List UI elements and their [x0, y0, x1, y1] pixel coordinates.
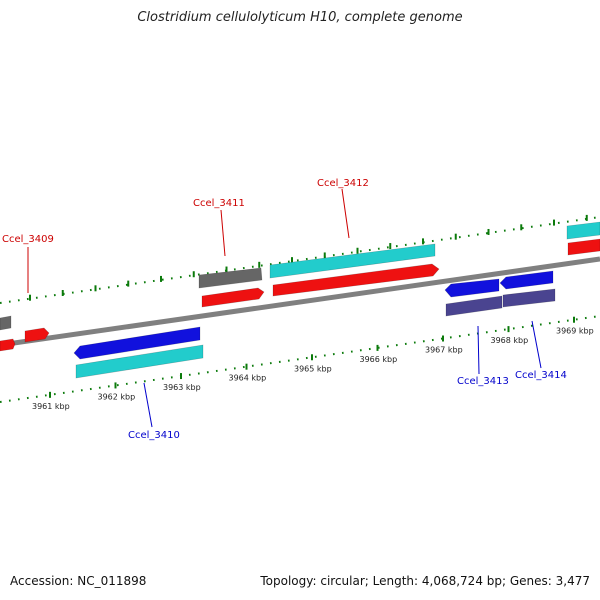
genome-backbone	[0, 256, 600, 348]
gene-feature-ccel-3410-blue[interactable]	[73, 326, 201, 360]
scale-tick-label: 3966 kbp	[360, 355, 398, 364]
gene-labels: Ccel_3409 Ccel_3410 Ccel_3411 Ccel_3412 …	[2, 178, 567, 441]
gene-feature-ccel-3412-cyan[interactable]	[269, 243, 436, 279]
gene-label-ccel-3413[interactable]: Ccel_3413	[457, 376, 509, 387]
map-title: Clostridium cellulolyticum H10, complete…	[137, 10, 463, 25]
gene-feature-red[interactable]	[24, 327, 50, 343]
gene-feature-ccel-3411-red[interactable]	[201, 287, 265, 308]
scale-tick-label: 3961 kbp	[32, 402, 70, 411]
gene-feature-red[interactable]	[0, 338, 16, 352]
scale-tick-label: 3967 kbp	[425, 346, 463, 355]
scale-tick-label: 3962 kbp	[98, 392, 136, 401]
gene-features	[0, 221, 600, 379]
scale-ticks: 3961 kbp 3962 kbp 3963 kbp 3964 kbp 3965 kbp…	[29, 214, 594, 411]
gene-label-ccel-3409[interactable]: Ccel_3409	[2, 234, 54, 245]
scale-tick-label: 3964 kbp	[229, 374, 267, 383]
gene-feature-ccel-3413-blue[interactable]	[444, 278, 500, 298]
scale-tick-label: 3968 kbp	[491, 336, 529, 345]
gene-label-ccel-3414[interactable]: Ccel_3414	[515, 370, 567, 381]
scale-tick-label: 3963 kbp	[163, 383, 201, 392]
gene-feature-ccel-3410-cyan[interactable]	[75, 344, 204, 379]
gene-feature-ccel-3414-blue[interactable]	[499, 270, 554, 290]
scale-tick-label: 3965 kbp	[294, 364, 332, 373]
genome-summary-text: Topology: circular; Length: 4,068,724 bp…	[260, 574, 590, 588]
gene-feature-red[interactable]	[567, 238, 600, 256]
gene-label-ccel-3412[interactable]: Ccel_3412	[317, 178, 369, 189]
gene-feature-ccel-3414-slate[interactable]	[502, 288, 556, 308]
gene-feature-cyan[interactable]	[566, 221, 600, 240]
gene-label-ccel-3411[interactable]: Ccel_3411	[193, 198, 245, 209]
gene-feature-ccel-3412-red[interactable]	[272, 263, 440, 297]
gene-feature-ccel-3413-slate[interactable]	[445, 295, 503, 317]
accession-text: Accession: NC_011898	[10, 574, 147, 588]
gene-feature-ccel-3411-gray[interactable]	[198, 267, 263, 289]
scale-tick-label: 3969 kbp	[556, 327, 594, 336]
gene-label-ccel-3410[interactable]: Ccel_3410	[128, 430, 180, 441]
gene-feature-gray[interactable]	[0, 315, 12, 331]
